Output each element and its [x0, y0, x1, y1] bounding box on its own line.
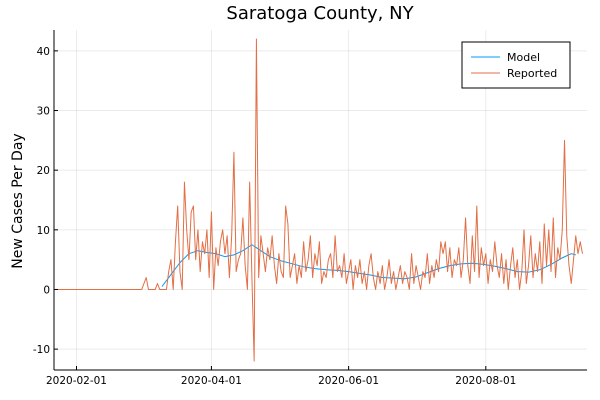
- chart-title: Saratoga County, NY: [226, 3, 414, 24]
- x-tick-label: 2020-06-01: [318, 375, 379, 387]
- legend-box: [461, 41, 571, 89]
- grid-lines: [54, 30, 587, 370]
- y-tick-label: -10: [33, 344, 50, 356]
- legend-label-model: Model: [507, 51, 540, 64]
- y-tick-label: 0: [43, 284, 50, 296]
- y-tick-label: 10: [37, 225, 50, 237]
- tick-labels: -10 0 10 20 30 40 2020-02-01 2020-04-01 2020-06-…: [33, 46, 516, 387]
- x-tick-label: 2020-04-01: [181, 375, 242, 387]
- x-tick-label: 2020-02-01: [46, 375, 107, 387]
- series-line-reported: [54, 38, 583, 362]
- y-axis-label: New Cases Per Day: [10, 133, 26, 268]
- series-layer: [54, 38, 583, 362]
- y-tick-label: 40: [37, 46, 50, 58]
- legend: Model Reported: [461, 41, 571, 89]
- y-tick-label: 30: [37, 106, 50, 118]
- legend-label-reported: Reported: [507, 67, 557, 80]
- x-tick-label: 2020-08-01: [455, 375, 516, 387]
- axes: [53, 30, 587, 371]
- y-tick-label: 20: [37, 165, 50, 177]
